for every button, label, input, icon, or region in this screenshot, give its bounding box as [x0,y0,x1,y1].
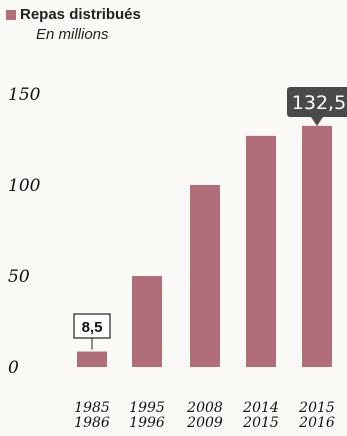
y-tick-label: 0 [8,358,19,378]
x-tick-label: 1995 1996 [129,400,165,431]
data-label-pointer [311,117,323,126]
legend-label: Repas distribués [20,6,141,23]
chart-subtitle: En millions [36,26,109,43]
bar [190,185,220,367]
legend-swatch [6,9,16,20]
y-tick-label: 150 [8,85,41,105]
y-tick-label: 50 [8,267,30,287]
legend: Repas distribués [6,6,141,23]
data-label: 132,5 [292,92,346,114]
bar [246,135,276,367]
bar [302,125,332,367]
x-tick-label: 1985 1986 [74,400,110,431]
x-tick-label: 2015 2016 [298,400,335,431]
bar [132,276,162,367]
x-tick-label: 2014 2015 [242,400,279,431]
data-label-box [73,313,111,339]
x-tick-label: 2008 2009 [186,400,223,431]
bar [77,351,107,367]
y-tick-label: 100 [8,176,41,196]
data-label: 8,5 [82,319,103,336]
data-label-callout [287,87,347,117]
